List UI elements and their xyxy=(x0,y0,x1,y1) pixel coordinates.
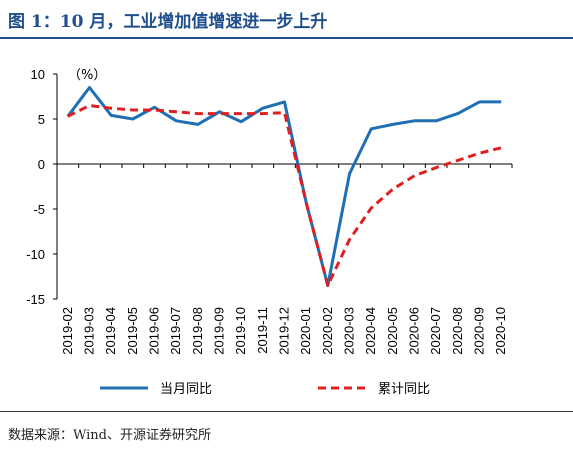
x-tick-label: 2019-09 xyxy=(212,307,227,355)
x-tick-label: 2019-12 xyxy=(277,307,292,355)
x-tick-label: 2020-04 xyxy=(363,307,378,355)
x-tick-label: 2020-03 xyxy=(342,307,357,355)
x-tick-label: 2020-08 xyxy=(450,307,465,355)
figure-header: 图 1：10 月，工业增加值增速进一步上升 xyxy=(0,0,573,40)
x-tick-label: 2020-09 xyxy=(472,307,487,355)
x-tick-label: 2019-10 xyxy=(233,307,248,355)
y-tick-label: -10 xyxy=(26,247,45,262)
header-divider xyxy=(0,37,573,39)
x-tick-label: 2019-02 xyxy=(60,307,75,355)
y-tick-label: 10 xyxy=(31,67,45,82)
chart-legend: 当月同比 累计同比 xyxy=(100,382,430,397)
chart-axes: 10 5 0 -5 -10 -15 2019-02 2019-03 2019-04 2019-05… xyxy=(26,67,513,355)
x-tick-label: 2020-05 xyxy=(385,307,400,355)
y-axis-unit-label: （%） xyxy=(68,68,107,83)
x-tick-label: 2019-08 xyxy=(190,307,205,355)
x-tick-label: 2019-05 xyxy=(125,307,140,355)
x-tick-label: 2020-06 xyxy=(407,307,422,355)
series-line-2 xyxy=(67,104,502,287)
y-tick-label: 0 xyxy=(38,157,45,172)
x-tick-label: 2019-06 xyxy=(147,307,162,355)
legend-label-series-2: 累计同比 xyxy=(378,382,430,397)
x-tick-label: 2019-04 xyxy=(103,307,118,355)
chart-series xyxy=(66,86,502,287)
x-tick-label: 2019-07 xyxy=(168,307,183,355)
y-tick-label: -15 xyxy=(26,292,45,307)
y-tick-label: 5 xyxy=(38,112,45,127)
line-chart: 10 5 0 -5 -10 -15 2019-02 2019-03 2019-04 2019-05… xyxy=(26,67,513,397)
x-tick-label: 2020-02 xyxy=(320,307,335,355)
x-tick-label: 2019-03 xyxy=(82,307,97,355)
legend-label-series-1: 当月同比 xyxy=(160,382,212,397)
x-tick-label: 2020-07 xyxy=(428,307,443,355)
data-source-note: 数据来源：Wind、开源证券研究所 xyxy=(8,428,211,443)
y-tick-label: -5 xyxy=(33,202,45,217)
figure-title: 图 1：10 月，工业增加值增速进一步上升 xyxy=(8,12,328,32)
x-tick-label: 2019-11 xyxy=(255,307,270,354)
x-tick-label: 2020-10 xyxy=(493,307,508,355)
footer-divider xyxy=(0,411,573,412)
x-tick-label: 2020-01 xyxy=(298,307,313,355)
